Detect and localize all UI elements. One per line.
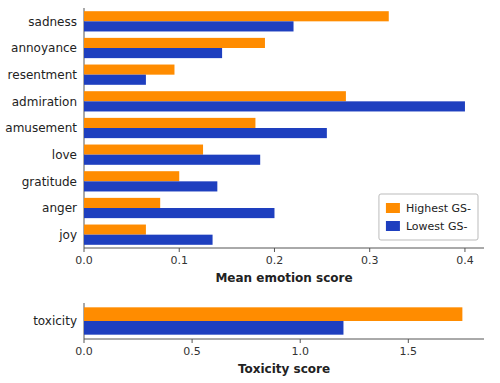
tick-label: 0.5 <box>183 345 201 358</box>
bar <box>84 181 217 191</box>
x-axis-line <box>84 339 484 340</box>
legend-swatch <box>386 221 400 231</box>
tick-label: 1.5 <box>400 345 418 358</box>
x-axis-label: Mean emotion score <box>215 271 352 285</box>
chart-svg: 0.0 0.1 0.2 0.3 0.4 Mean emotion score sadness… <box>0 0 500 383</box>
tick-label: 0.1 <box>170 254 188 267</box>
bar <box>84 91 346 101</box>
category-label: joy <box>58 228 77 242</box>
tick-label: 0.0 <box>75 345 93 358</box>
bar <box>84 48 222 58</box>
chart-1: 0.0 0.5 1.0 1.5 Toxicity score toxicity <box>33 303 484 376</box>
tick-label: 0.2 <box>266 254 284 267</box>
category-label: amusement <box>5 121 77 135</box>
tick-label: 0.4 <box>456 254 474 267</box>
x-axis-line <box>84 248 484 249</box>
bar <box>84 75 146 85</box>
bars <box>84 307 462 334</box>
tick-label: 0.0 <box>75 254 93 267</box>
tick-mark <box>464 248 465 252</box>
bar <box>84 65 174 75</box>
x-axis-label: Toxicity score <box>238 362 330 376</box>
category-label: annoyance <box>11 41 77 55</box>
category-label: love <box>52 148 77 162</box>
bar <box>84 128 327 138</box>
tick-mark <box>408 339 409 343</box>
bar <box>84 145 203 155</box>
category-label: gratitude <box>22 175 77 189</box>
legend-label: Lowest GS- <box>406 220 467 233</box>
bar <box>84 171 179 181</box>
x-axis: 0.0 0.1 0.2 0.3 0.4 <box>75 248 484 267</box>
category-label: resentment <box>8 68 78 82</box>
tick-mark <box>192 339 193 343</box>
legend-swatch <box>386 203 400 213</box>
x-axis: 0.0 0.5 1.0 1.5 <box>75 339 484 358</box>
tick-label: 1.0 <box>291 345 309 358</box>
bar <box>84 321 343 335</box>
category-label: toxicity <box>33 314 77 328</box>
tick-label: 0.3 <box>361 254 379 267</box>
bar <box>84 208 274 218</box>
bar <box>84 21 294 31</box>
tick-mark <box>84 339 85 343</box>
legend: Highest GS- Lowest GS- <box>379 194 478 240</box>
bar <box>84 101 465 111</box>
bar <box>84 118 255 128</box>
legend-label: Highest GS- <box>406 202 471 215</box>
tick-mark <box>84 248 85 252</box>
tick-mark <box>300 339 301 343</box>
bar <box>84 225 146 235</box>
category-label: anger <box>42 201 77 215</box>
tick-mark <box>369 248 370 252</box>
chart-0: 0.0 0.1 0.2 0.3 0.4 Mean emotion score sadness… <box>5 8 484 285</box>
bar <box>84 38 265 48</box>
category-label: admiration <box>12 95 77 109</box>
bar <box>84 11 389 21</box>
bar <box>84 155 260 165</box>
bar <box>84 198 160 208</box>
chart-container: 0.0 0.1 0.2 0.3 0.4 Mean emotion score sadness… <box>0 0 500 383</box>
bar <box>84 235 213 245</box>
tick-mark <box>274 248 275 252</box>
legend-frame <box>379 194 478 240</box>
category-label: sadness <box>28 15 77 29</box>
bar <box>84 307 462 321</box>
tick-mark <box>179 248 180 252</box>
